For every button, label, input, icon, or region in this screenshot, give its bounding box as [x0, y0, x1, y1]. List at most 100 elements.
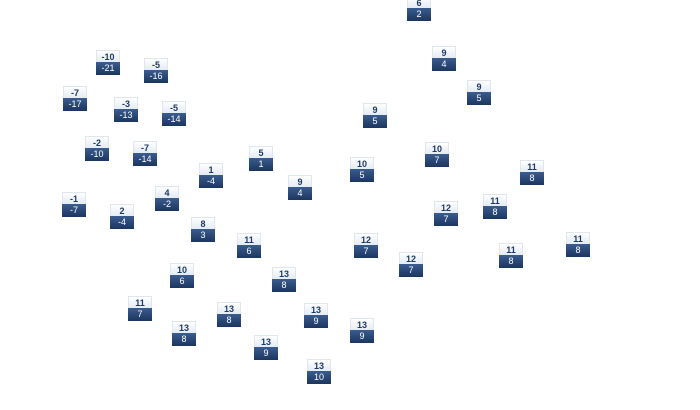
tile-top-value: 11 [483, 194, 507, 206]
tile: 4 -2 [155, 186, 179, 212]
tile: 11 8 [566, 232, 590, 258]
tile: 11 8 [499, 243, 523, 269]
tile-bottom-value: 8 [566, 244, 590, 257]
tile-bottom-value: -17 [63, 98, 87, 111]
tile-bottom-value: 10 [307, 371, 331, 384]
tile-bottom-value: 2 [407, 8, 431, 21]
tile-bottom-value: 6 [237, 245, 261, 258]
tile-bottom-value: 9 [254, 347, 278, 360]
tile-top-value: -1 [62, 192, 86, 204]
tile-top-value: 9 [288, 175, 312, 187]
tile: -10 -21 [96, 50, 120, 76]
tile-top-value: 13 [254, 335, 278, 347]
tile-bottom-value: -2 [155, 198, 179, 211]
tile: 2 -4 [110, 204, 134, 230]
tile-top-value: 4 [155, 186, 179, 198]
tile-top-value: 9 [467, 80, 491, 92]
tile-top-value: 11 [520, 160, 544, 172]
tile-top-value: 13 [350, 318, 374, 330]
tile-bottom-value: 7 [425, 154, 449, 167]
tile-top-value: 1 [199, 163, 223, 175]
tile-bottom-value: -16 [144, 70, 168, 83]
tile-bottom-value: 8 [499, 255, 523, 268]
tile: 11 7 [128, 296, 152, 322]
tile: 10 6 [170, 263, 194, 289]
tile-bottom-value: -4 [110, 216, 134, 229]
tile-top-value: 10 [170, 263, 194, 275]
tile: 11 8 [520, 160, 544, 186]
tile-top-value: -2 [85, 136, 109, 148]
tile-top-value: 13 [172, 321, 196, 333]
tile-bottom-value: 1 [249, 158, 273, 171]
tile-top-value: 10 [425, 142, 449, 154]
tile-bottom-value: 9 [350, 330, 374, 343]
tile-bottom-value: 5 [467, 92, 491, 105]
tile-bottom-value: 8 [217, 314, 241, 327]
tile-bottom-value: 7 [354, 245, 378, 258]
tile-bottom-value: -14 [162, 113, 186, 126]
tile-top-value: -3 [114, 97, 138, 109]
tile-bottom-value: -4 [199, 175, 223, 188]
tile-top-value: 11 [128, 296, 152, 308]
tile-bottom-value: 4 [432, 58, 456, 71]
tile-top-value: -7 [133, 141, 157, 153]
tile-top-value: 13 [307, 359, 331, 371]
tile-bottom-value: -13 [114, 109, 138, 122]
tile-top-value: 9 [432, 46, 456, 58]
tile-bottom-value: 3 [191, 229, 215, 242]
tile-top-value: -7 [63, 86, 87, 98]
tile-bottom-value: 8 [520, 172, 544, 185]
tile-bottom-value: 7 [399, 264, 423, 277]
tile-top-value: 10 [350, 157, 374, 169]
tile-bottom-value: 8 [272, 279, 296, 292]
tile-top-value: -10 [96, 50, 120, 62]
tile-bottom-value: 5 [363, 115, 387, 128]
tile: 12 7 [434, 201, 458, 227]
tile: -5 -16 [144, 58, 168, 84]
tile: 12 7 [399, 252, 423, 278]
tile: 10 5 [350, 157, 374, 183]
tile-bottom-value: 7 [434, 213, 458, 226]
tile-top-value: 8 [191, 217, 215, 229]
tile-bottom-value: 8 [483, 206, 507, 219]
tile: 13 9 [304, 303, 328, 329]
tile-top-value: 12 [399, 252, 423, 264]
tile: 1 -4 [199, 163, 223, 189]
tile: -1 -7 [62, 192, 86, 218]
tile-top-value: 13 [217, 302, 241, 314]
tile-bottom-value: 7 [128, 308, 152, 321]
tile-bottom-value: 4 [288, 187, 312, 200]
tile-top-value: 13 [304, 303, 328, 315]
tile: 13 8 [272, 267, 296, 293]
tile: -7 -17 [63, 86, 87, 112]
tile: -5 -14 [162, 101, 186, 127]
tile-bottom-value: 5 [350, 169, 374, 182]
tile-top-value: -5 [144, 58, 168, 70]
tile-bottom-value: -21 [96, 62, 120, 75]
tile-bottom-value: 6 [170, 275, 194, 288]
tile: 13 8 [217, 302, 241, 328]
tile: 12 7 [354, 233, 378, 259]
tile-bottom-value: 8 [172, 333, 196, 346]
tile-top-value: 9 [363, 103, 387, 115]
tile: 11 6 [237, 233, 261, 259]
tile: 13 10 [307, 359, 331, 385]
tile-bottom-value: -10 [85, 148, 109, 161]
tile-top-value: 6 [407, 0, 431, 8]
tile: -2 -10 [85, 136, 109, 162]
tile: 11 8 [483, 194, 507, 220]
tile: -3 -13 [114, 97, 138, 123]
tile-top-value: 12 [434, 201, 458, 213]
tile-top-value: 2 [110, 204, 134, 216]
tile-top-value: 11 [499, 243, 523, 255]
tile-bottom-value: 9 [304, 315, 328, 328]
tile: 13 9 [350, 318, 374, 344]
tile-top-value: 11 [566, 232, 590, 244]
